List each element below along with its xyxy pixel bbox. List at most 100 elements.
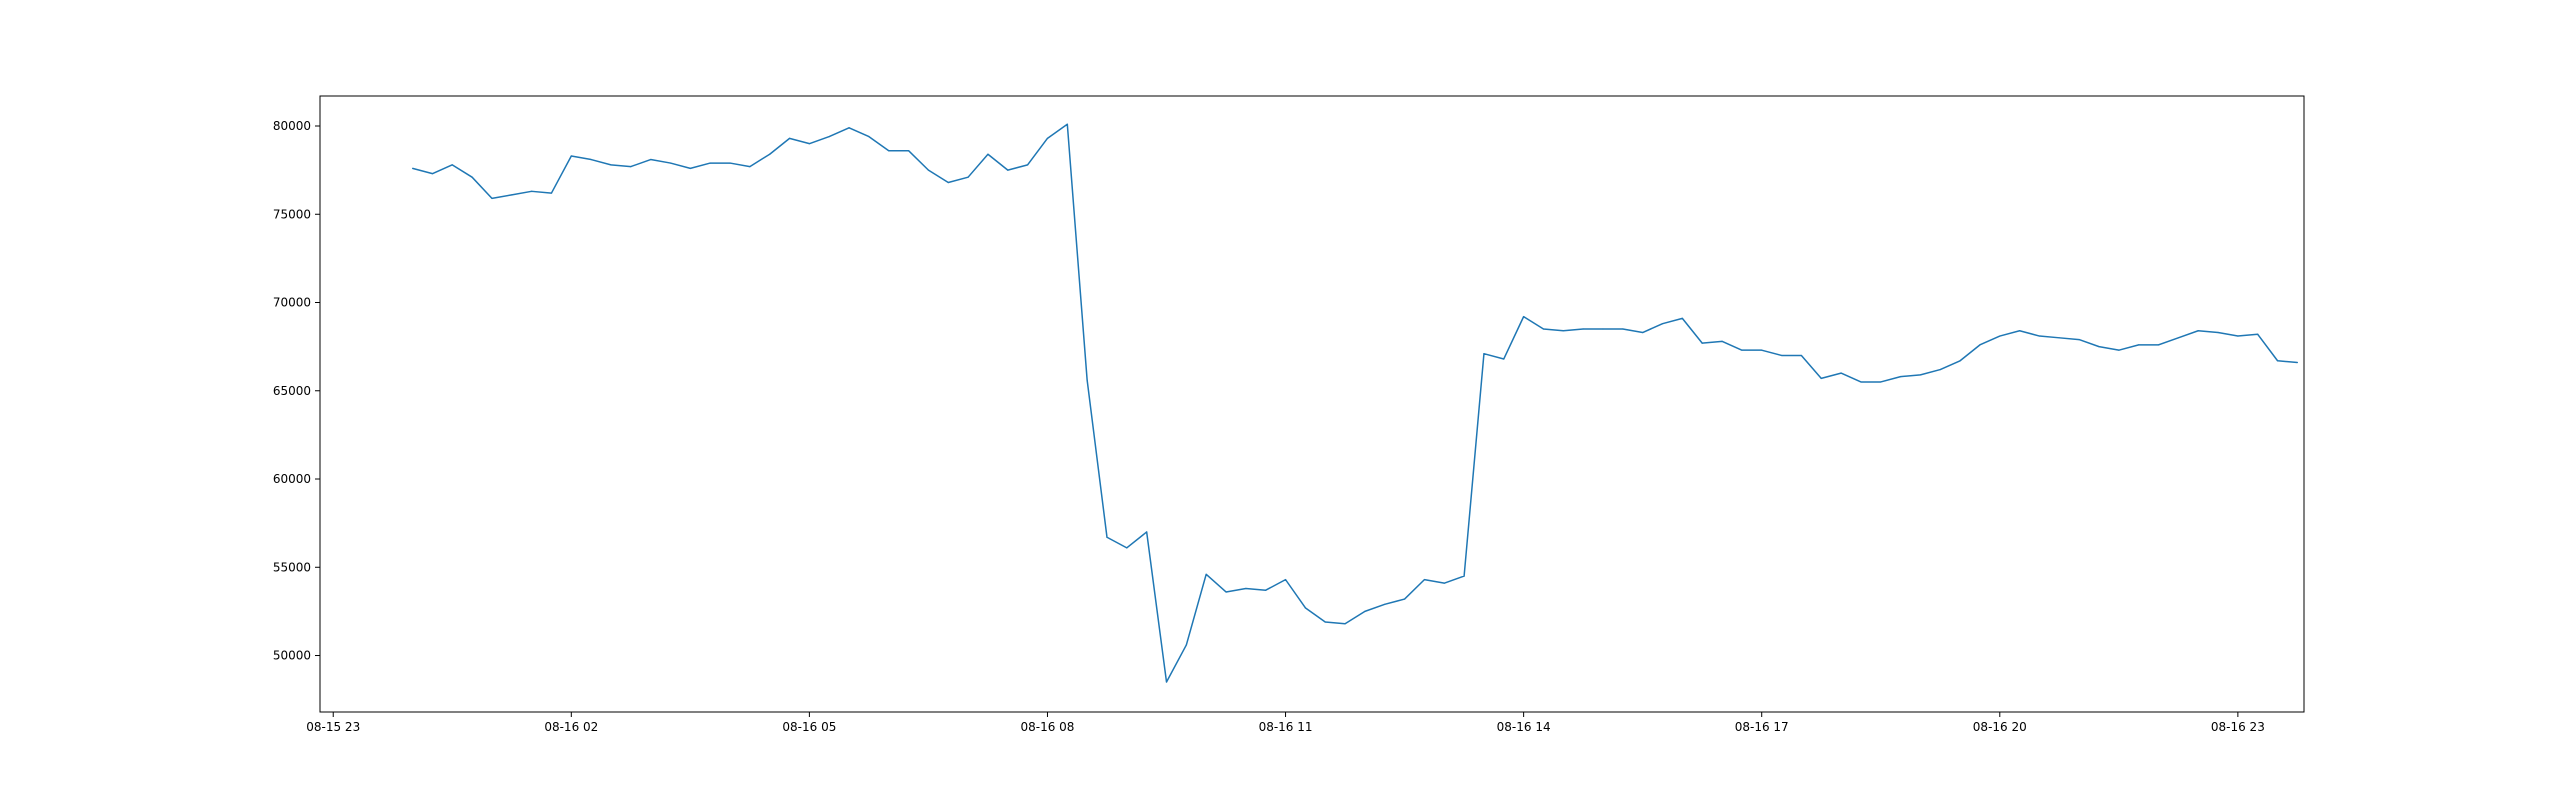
data-point [451,164,453,166]
data-point [2276,360,2279,362]
data-point [2217,331,2219,334]
data-point [888,150,890,152]
data-point [1959,360,1961,362]
data-point [967,176,969,178]
x-tick-label: 08-16 11 [1259,720,1313,734]
data-point [1503,358,1505,360]
data-point [1245,587,1247,590]
data-point [1403,598,1406,600]
data-point [1721,340,1723,342]
x-axis: 08-15 23 08-16 02 08-16 05 08-16 08 08-16 11… [306,712,2265,734]
data-point [868,136,870,138]
data-point [927,169,930,171]
data-point [1820,377,1822,380]
data-point [1979,344,1981,346]
data-point [2058,337,2060,339]
data-point [828,136,830,138]
data-point [729,162,731,164]
data-point [590,158,592,161]
data-point [1761,349,1763,351]
data-point [749,166,751,168]
y-axis: 50000 55000 60000 65000 70000 75000 80000 [273,119,320,663]
data-point [1364,610,1366,612]
data-point [1919,374,1922,376]
data-point [1622,328,1624,330]
data-point [689,167,691,169]
x-tick-label: 08-15 23 [306,720,360,734]
data-point [2257,333,2259,335]
data-point [1443,582,1445,584]
data-point [1126,547,1128,549]
y-tick-label: 80000 [273,119,311,133]
data-point [1562,330,1564,332]
data-point [808,143,810,145]
data-point [1423,579,1426,581]
data-point [1860,381,1862,383]
data-point [511,194,513,196]
data-point [1165,681,1168,683]
data-point [1661,323,1664,325]
data-point [987,153,989,155]
data-point [2138,344,2140,346]
data-point [2157,344,2160,346]
data-point [2019,330,2021,332]
data-point [1681,317,1683,319]
data-point [1899,376,1902,378]
data-point [2078,338,2080,341]
data-point [907,150,910,152]
data-point [610,164,612,166]
data-point [1880,381,1882,383]
data-point [2098,346,2100,348]
data-point [1225,591,1227,593]
data-point [1046,137,1049,139]
y-tick-label: 60000 [273,472,311,486]
data-point [1066,123,1068,125]
data-point [788,137,791,139]
data-point [431,173,434,175]
data-point [1999,335,2001,337]
data-point [1384,603,1386,605]
x-tick-label: 08-16 14 [1497,720,1551,734]
data-point [550,192,553,194]
data-point [1939,368,1941,371]
data-point [2038,335,2041,337]
y-tick-label: 50000 [273,649,311,663]
data-point [630,166,632,168]
data-point [2296,361,2298,364]
data-point [709,162,711,164]
x-tick-label: 08-16 02 [544,720,598,734]
data-point [1304,607,1306,609]
data-point [1106,536,1108,538]
x-tick-label: 08-16 20 [1973,720,2027,734]
data-point [1007,169,1009,171]
x-tick-label: 08-16 08 [1020,720,1074,734]
data-point [491,197,493,199]
data-point [848,127,850,129]
y-tick-label: 55000 [273,560,311,574]
data-point [1840,372,1842,374]
data-point [1483,353,1485,355]
data-point [1324,621,1326,623]
data-point [570,155,572,157]
data-point [2197,330,2199,332]
data-point [1642,331,1644,334]
x-tick-label: 08-16 23 [2211,720,2265,734]
data-point [650,158,652,161]
data-point [1185,644,1187,646]
data-point [1344,623,1346,625]
data-point [1800,354,1802,357]
data-point [1741,349,1743,351]
data-point [1205,573,1207,575]
data-point [471,176,473,178]
data-point [1086,379,1088,381]
data-point [2118,349,2120,351]
data-point [531,190,533,192]
data-point [1265,589,1267,591]
series-line [412,123,2298,683]
data-point [1027,164,1029,166]
data-point [2237,335,2239,337]
data-point [1523,316,1525,318]
data-point [2177,337,2179,339]
